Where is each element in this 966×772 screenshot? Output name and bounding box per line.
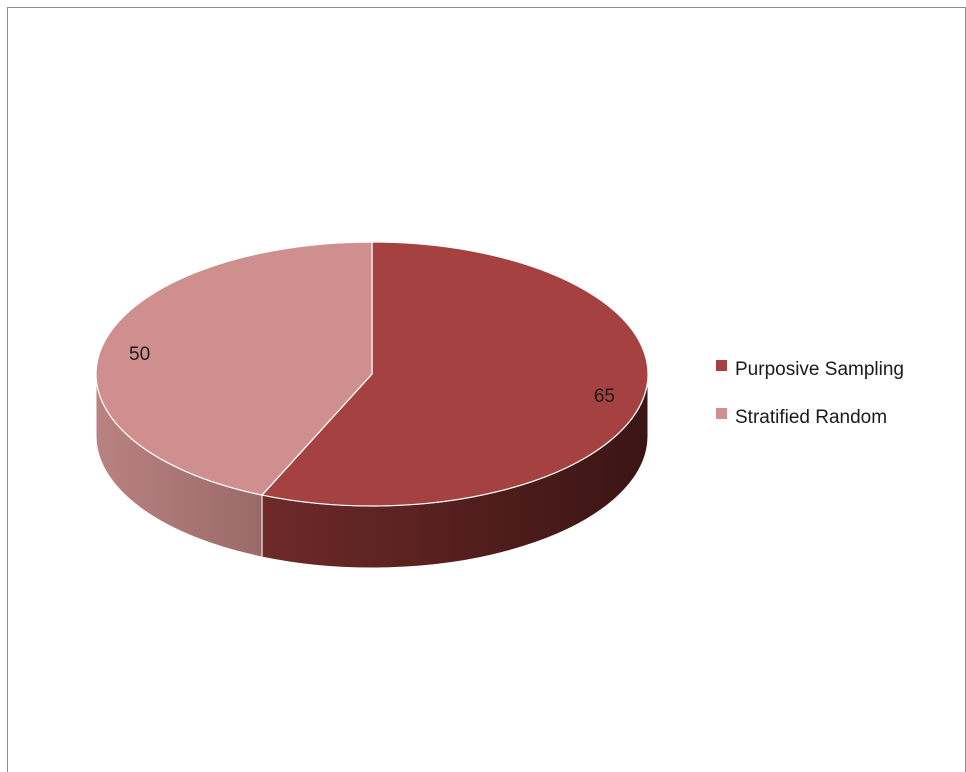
- legend-swatch-stratified-random: [716, 408, 727, 419]
- data-labels: 65 50: [129, 344, 615, 407]
- legend: Purposive Sampling Stratified Random: [716, 359, 904, 428]
- legend-label-purposive-sampling: Purposive Sampling: [735, 359, 904, 380]
- legend-label-stratified-random: Stratified Random: [735, 407, 887, 428]
- pie-slice-purposive-sampling: [260, 241, 649, 507]
- legend-swatch-purposive-sampling: [716, 360, 727, 371]
- pie-slice-stratified-random: [95, 241, 373, 496]
- data-label-stratified-random: 50: [129, 344, 150, 365]
- data-label-purposive-sampling: 65: [594, 386, 615, 407]
- pie-tops: [95, 241, 649, 507]
